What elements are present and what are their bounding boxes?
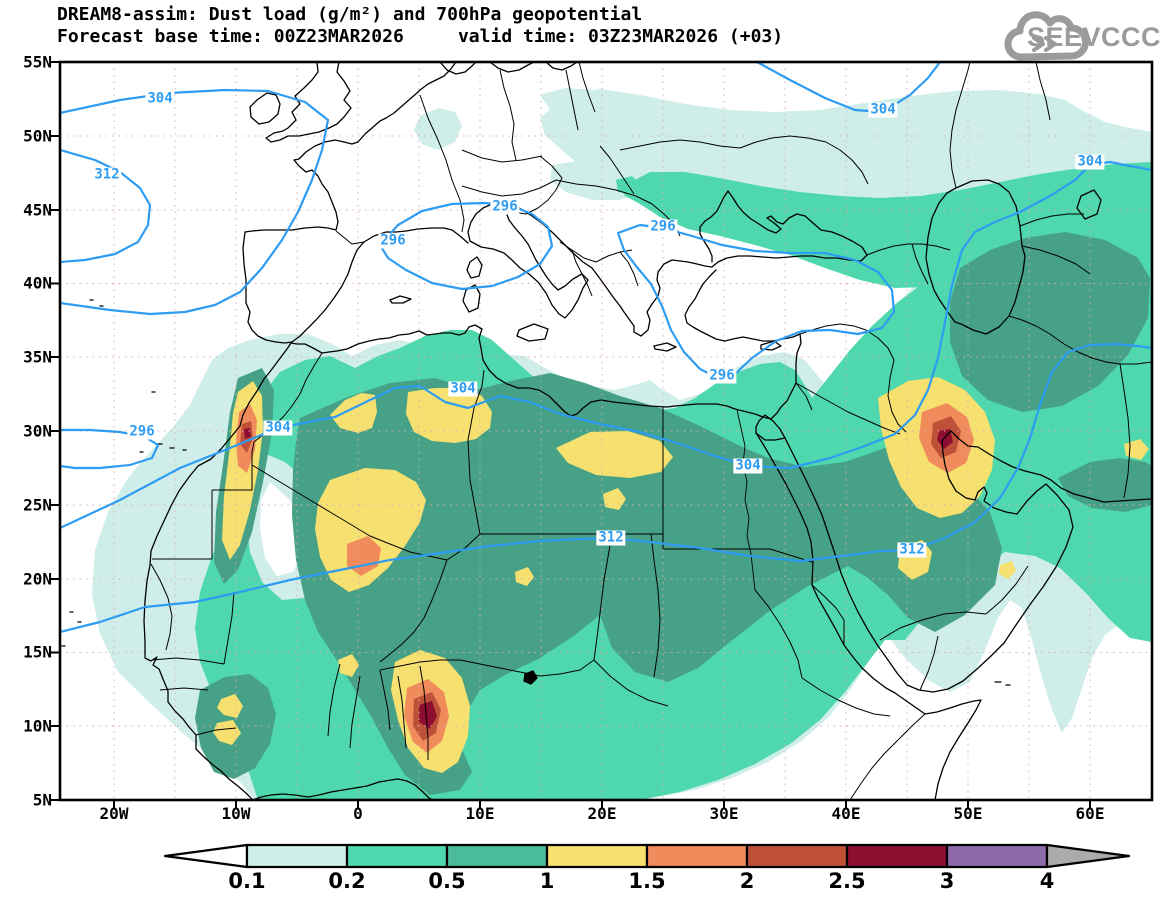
contour-label: 304 [263, 419, 293, 436]
contour-label: 304 [1075, 153, 1105, 170]
dust-shading-layer [92, 88, 1151, 799]
lat-label: 45N [23, 200, 52, 220]
contour-label: 296 [378, 232, 408, 249]
lat-label: 25N [23, 495, 52, 515]
lat-label: 5N [32, 790, 52, 810]
lon-label: 10E [465, 804, 495, 823]
colorbar [163, 843, 1131, 869]
colorbar-tick: 0.2 [328, 869, 366, 893]
contour-label: 304 [868, 101, 898, 118]
colorbar-tick: 1 [539, 869, 555, 893]
lat-label: 15N [23, 642, 52, 662]
lat-label: 40N [23, 273, 52, 293]
lat-label: 35N [23, 347, 52, 367]
contour-label: 296 [707, 367, 737, 384]
lon-label: 0 [353, 804, 363, 823]
lon-label: 30E [709, 804, 739, 823]
lat-label: 55N [23, 52, 52, 72]
title-line-2: Forecast base time: 00Z23MAR2026 valid t… [57, 26, 784, 47]
lon-label: 20E [587, 804, 617, 823]
contour-label: 304 [448, 380, 478, 397]
colorbar-tick: 1.5 [628, 869, 666, 893]
country-borders [150, 63, 1151, 799]
lon-label: 60E [1075, 804, 1105, 823]
contour-label: 296 [490, 198, 520, 215]
colorbar-tick: 4 [1039, 869, 1055, 893]
lat-label: 10N [23, 716, 52, 736]
lat-label: 50N [23, 126, 52, 146]
contour-label: 296 [648, 218, 678, 235]
lon-label: 40E [831, 804, 861, 823]
contour-label: 312 [897, 541, 927, 558]
contour-label: 296 [127, 423, 157, 440]
colorbar-tick: 2 [739, 869, 755, 893]
colorbar-over-arrow [1045, 843, 1131, 869]
colorbar-under-arrow [163, 843, 249, 869]
lat-label: 20N [23, 569, 52, 589]
contour-label: 304 [145, 90, 175, 107]
geopotential-contours [61, 63, 1151, 633]
colorbar-tick: 0.1 [228, 869, 266, 893]
seevccc-cloud-icon [1004, 11, 1089, 61]
title-line-1: DREAM8-assim: Dust load (g/m²) and 700hP… [57, 4, 643, 25]
lon-label: 10W [221, 804, 251, 823]
contour-label: 304 [733, 457, 763, 474]
lon-label: 20W [99, 804, 129, 823]
contour-label: 312 [596, 529, 626, 546]
colorbar-tick: 3 [939, 869, 955, 893]
map-frame [51, 60, 1154, 809]
logo-text: SEEVCCC [1026, 22, 1161, 52]
colorbar-tick: 0.5 [428, 869, 466, 893]
colorbar-tick: 2.5 [828, 869, 866, 893]
lon-label: 50E [953, 804, 983, 823]
lat-label: 30N [23, 421, 52, 441]
contour-label: 312 [92, 166, 122, 183]
grid-lines [61, 63, 1151, 799]
logo: SEEVCCC [1027, 22, 1161, 53]
